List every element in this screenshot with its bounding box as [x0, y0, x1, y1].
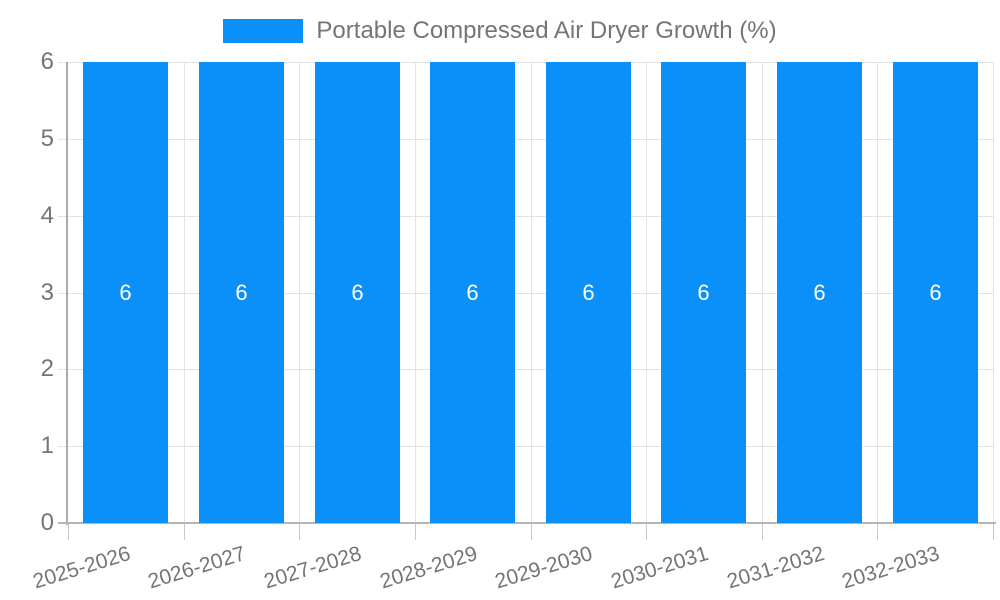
gridline-horizontal — [58, 446, 994, 447]
x-axis-tick-label: 2027-2028 — [260, 542, 364, 594]
bar[interactable] — [199, 62, 284, 523]
bar[interactable] — [777, 62, 862, 523]
x-axis-tick — [299, 524, 300, 540]
gridline-vertical — [531, 62, 532, 523]
x-axis-tick-label: 2029-2030 — [491, 542, 595, 594]
gridline-horizontal — [58, 293, 994, 294]
x-axis-tick — [877, 524, 878, 540]
gridline-horizontal — [58, 216, 994, 217]
y-axis-tick-label: 0 — [40, 509, 54, 536]
x-axis-tick — [531, 524, 532, 540]
gridline-vertical — [415, 62, 416, 523]
legend-item[interactable]: Portable Compressed Air Dryer Growth (%) — [223, 16, 777, 46]
x-axis-tick — [184, 524, 185, 540]
x-axis-tick — [68, 524, 69, 540]
bar-value-label: 6 — [466, 280, 479, 305]
bar-value-label: 6 — [697, 280, 710, 305]
bar-value-label: 6 — [582, 280, 595, 305]
gridline-vertical — [762, 62, 763, 523]
y-axis-tick-label: 5 — [40, 125, 54, 152]
gridline-vertical — [299, 62, 300, 523]
gridline-horizontal — [58, 139, 994, 140]
y-axis-tick-label: 1 — [40, 432, 54, 459]
bar-value-label: 6 — [929, 280, 942, 305]
x-axis-tick-label: 2032-2033 — [838, 542, 942, 594]
x-axis-tick-label: 2031-2032 — [723, 542, 827, 594]
x-axis-tick-label: 2030-2031 — [607, 542, 711, 594]
gridline-vertical — [646, 62, 647, 523]
x-axis-tick-label: 2025-2026 — [29, 542, 133, 594]
y-axis-tick-label: 6 — [40, 48, 54, 75]
gridline-vertical — [993, 62, 994, 523]
bar[interactable] — [315, 62, 400, 523]
bar-value-label: 6 — [119, 280, 132, 305]
bar[interactable] — [430, 62, 515, 523]
x-axis-tick — [415, 524, 416, 540]
gridline-vertical — [877, 62, 878, 523]
gridline-horizontal — [58, 62, 994, 63]
gridline-horizontal — [58, 369, 994, 370]
gridline-vertical — [184, 62, 185, 523]
chart-legend: Portable Compressed Air Dryer Growth (%) — [0, 16, 1000, 46]
y-axis-tick-label: 4 — [40, 202, 54, 229]
bar-value-label: 6 — [813, 280, 826, 305]
bar[interactable] — [83, 62, 168, 523]
bar[interactable] — [661, 62, 746, 523]
y-axis-tick-label: 2 — [40, 355, 54, 382]
bar[interactable] — [546, 62, 631, 523]
legend-swatch — [223, 19, 304, 43]
y-axis-line — [66, 62, 68, 525]
x-axis-line — [58, 522, 996, 524]
legend-label: Portable Compressed Air Dryer Growth (%) — [316, 17, 777, 44]
bar-value-label: 6 — [235, 280, 248, 305]
bar-value-label: 6 — [351, 280, 364, 305]
x-axis-tick-label: 2028-2029 — [376, 542, 480, 594]
x-axis-tick — [762, 524, 763, 540]
x-axis-tick-label: 2026-2027 — [144, 542, 248, 594]
y-axis-tick-label: 3 — [40, 279, 54, 306]
bar[interactable] — [893, 62, 978, 523]
x-axis-tick — [993, 524, 994, 540]
x-axis-tick — [646, 524, 647, 540]
